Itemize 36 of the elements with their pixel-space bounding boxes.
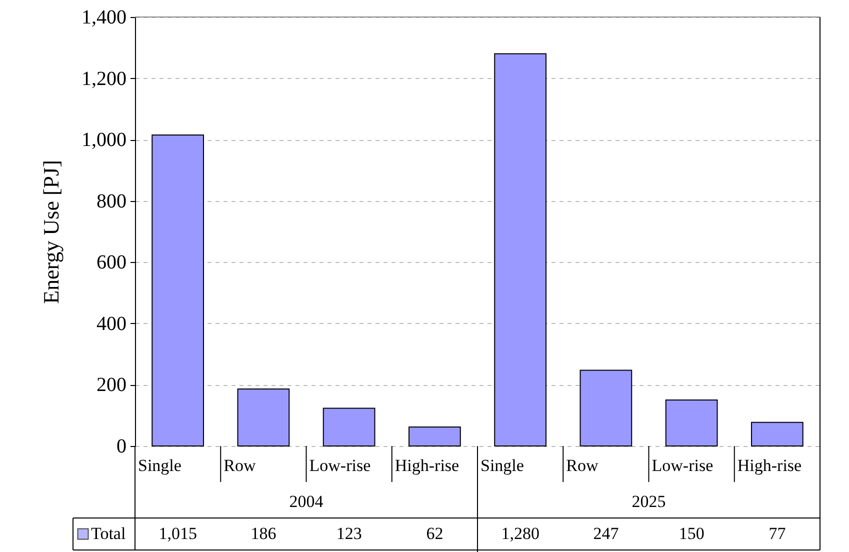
data-label: 150 <box>678 524 704 543</box>
data-label: 123 <box>336 524 362 543</box>
y-axis-title: Energy Use [PJ] <box>38 160 64 304</box>
y-tick-label: 1,000 <box>82 129 126 152</box>
y-tick-label: 0 <box>116 436 126 458</box>
text: 2004 <box>289 492 324 511</box>
y-tick-label: 600 <box>96 252 126 274</box>
bar <box>751 422 804 446</box>
y-tick-label: 800 <box>96 190 126 212</box>
legend-label: Total <box>91 524 126 543</box>
bar <box>237 388 290 446</box>
data-label: 77 <box>768 524 786 543</box>
x-tick-label: Single <box>480 456 524 475</box>
y-tick-label: 400 <box>96 312 126 335</box>
y-tick-label: 1,200 <box>82 68 126 90</box>
bar <box>152 134 204 446</box>
data-label: 186 <box>250 524 276 543</box>
bar <box>408 426 461 446</box>
data-label: 1,280 <box>501 524 540 543</box>
x-tick-label: Low-rise <box>652 456 714 475</box>
x-tick-label: High-rise <box>737 456 802 475</box>
data-label: 62 <box>426 524 444 543</box>
x-tick-label: Low-rise <box>309 456 371 475</box>
text: 2025 <box>632 492 666 511</box>
x-tick-label: Row <box>224 456 256 475</box>
y-tick-label: 200 <box>96 374 126 396</box>
bar <box>494 53 546 446</box>
x-tick-label: High-rise <box>394 456 460 475</box>
bar <box>665 400 718 446</box>
y-tick-label: 1,400 <box>82 6 126 28</box>
x-tick-label: Row <box>566 456 599 475</box>
bar <box>322 408 376 446</box>
data-label: 1,015 <box>158 524 197 543</box>
data-label: 247 <box>593 524 620 543</box>
x-tick-label: Single <box>138 456 182 475</box>
bar <box>580 370 632 446</box>
